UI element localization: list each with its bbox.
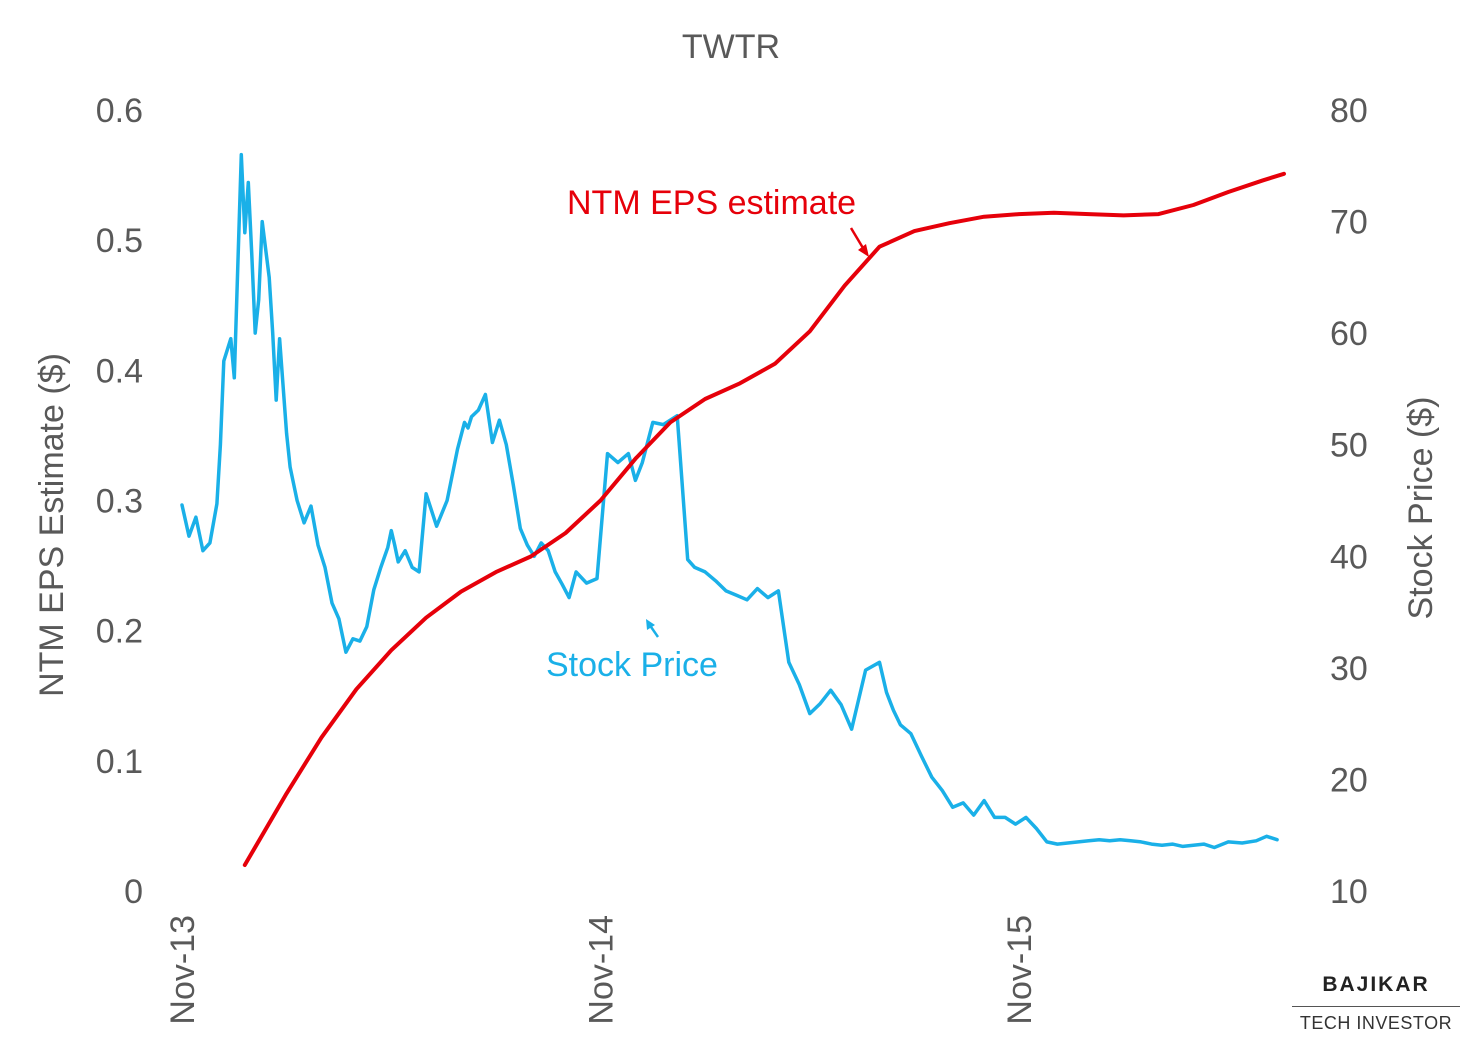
- left-tick-label: 0.3: [96, 483, 143, 521]
- right-tick-label: 80: [1330, 92, 1368, 130]
- right-tick-label: 50: [1330, 427, 1368, 465]
- left-axis-title: NTM EPS Estimate ($): [33, 353, 71, 697]
- annotation-eps-arrowhead: [858, 244, 869, 257]
- x-tick-label: Nov-14: [583, 915, 621, 1025]
- chart-title: TWTR: [682, 28, 780, 66]
- stock-price-line: [180, 152, 1279, 850]
- left-tick-label: 0.2: [96, 613, 143, 651]
- annotation-layer: NTM EPS estimate Stock Price: [546, 184, 869, 684]
- right-tick-label: 20: [1330, 761, 1368, 799]
- annotation-eps-label: NTM EPS estimate: [567, 184, 856, 222]
- left-axis-ticks: 0 0.1 0.2 0.3 0.4 0.5 0.6: [96, 92, 143, 911]
- right-tick-label: 10: [1330, 873, 1368, 911]
- annotation-price-arrowhead: [646, 619, 655, 630]
- x-tick-label: Nov-13: [164, 915, 202, 1025]
- left-tick-label: 0.1: [96, 743, 143, 781]
- x-tick-label: Nov-15: [1001, 915, 1039, 1025]
- brand-name: BAJIKAR: [1322, 973, 1430, 996]
- right-axis-title: Stock Price ($): [1402, 397, 1440, 620]
- x-axis-ticks: Nov-13 Nov-14 Nov-15: [164, 915, 1039, 1025]
- right-tick-label: 70: [1330, 204, 1368, 242]
- left-tick-label: 0.6: [96, 92, 143, 130]
- brand-divider: [1292, 1006, 1460, 1007]
- brand-tagline: TECH INVESTOR: [1299, 1013, 1453, 1033]
- eps-estimate-line: [242, 171, 1286, 867]
- right-tick-label: 30: [1330, 650, 1368, 688]
- left-tick-label: 0.4: [96, 352, 143, 390]
- left-tick-label: 0: [124, 873, 143, 911]
- right-tick-label: 60: [1330, 315, 1368, 353]
- right-tick-label: 40: [1330, 538, 1368, 576]
- annotation-price-label: Stock Price: [546, 646, 718, 684]
- right-axis-ticks: 10 20 30 40 50 60 70 80: [1330, 92, 1368, 911]
- left-tick-label: 0.5: [96, 222, 143, 260]
- series-layer: [180, 152, 1286, 867]
